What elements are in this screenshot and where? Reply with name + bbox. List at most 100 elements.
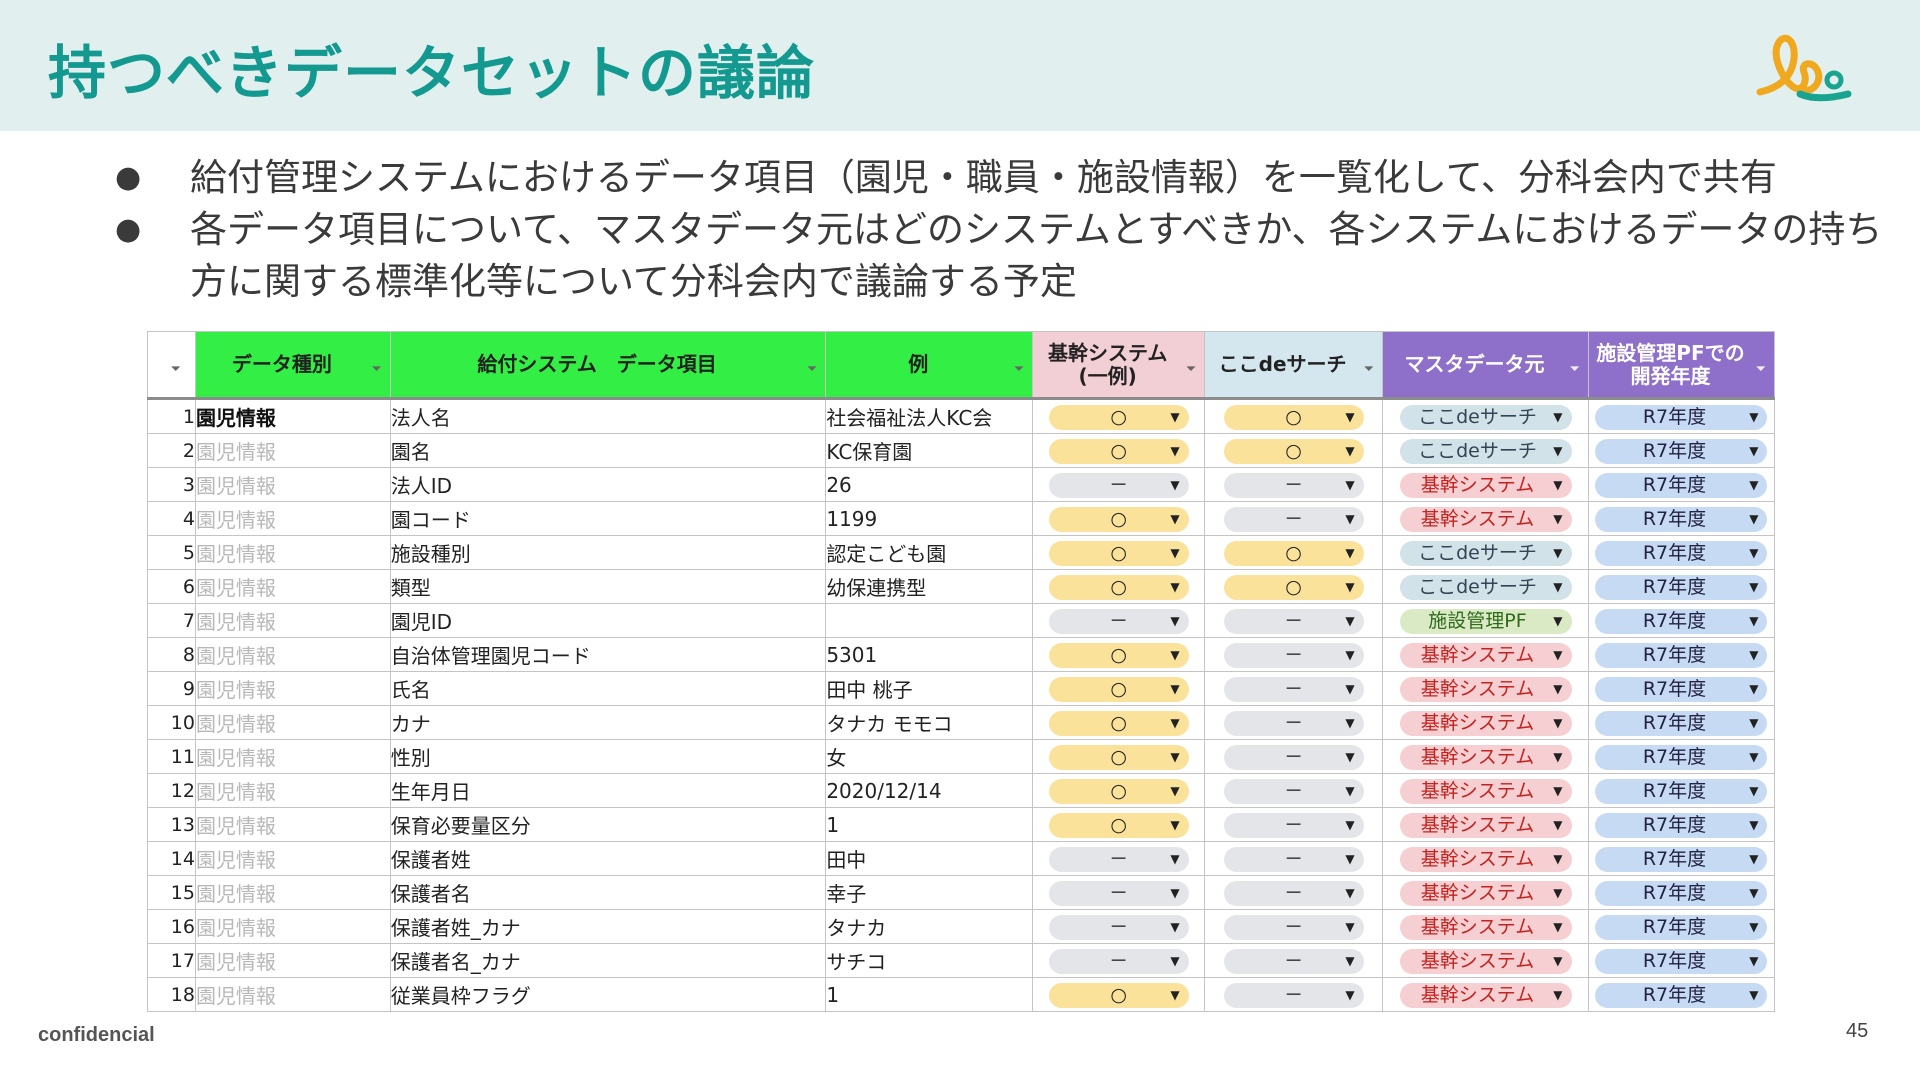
dropdown-chip[interactable]: ○ ▼	[1048, 982, 1189, 1008]
cell-datatype[interactable]: 園児情報	[194, 977, 391, 1012]
cell-example[interactable]	[825, 603, 1034, 638]
cell-example[interactable]: タナカ	[825, 909, 1034, 944]
cell-example[interactable]: KC保育園	[825, 433, 1034, 468]
cell-item[interactable]: 生年月日	[389, 773, 827, 808]
filter-icon[interactable]: ⏷	[806, 362, 818, 377]
cell-datatype[interactable]: 園児情報	[194, 501, 391, 536]
dropdown-chip[interactable]: － ▼	[1223, 914, 1364, 940]
dropdown-chip[interactable]: ○ ▼	[1048, 574, 1189, 600]
dropdown-chip[interactable]: R7年度 ▼	[1595, 914, 1768, 940]
dropdown-chip[interactable]: ここdeサーチ ▼	[1399, 540, 1572, 566]
cell-datatype[interactable]: 園児情報	[194, 841, 391, 876]
cell-datatype[interactable]: 園児情報	[194, 773, 391, 808]
cell-datatype[interactable]: 園児情報	[194, 875, 391, 910]
cell-item[interactable]: 園コード	[389, 501, 827, 536]
dropdown-chip[interactable]: 基幹システム ▼	[1399, 676, 1572, 702]
dropdown-chip[interactable]: ○ ▼	[1048, 506, 1189, 532]
cell-datatype[interactable]: 園児情報	[194, 671, 391, 706]
cell-item[interactable]: 保護者名_カナ	[389, 943, 827, 978]
cell-example[interactable]: 26	[825, 467, 1034, 502]
cell-example[interactable]: タナカ モモコ	[825, 705, 1034, 740]
dropdown-chip[interactable]: 基幹システム ▼	[1399, 472, 1572, 498]
cell-item[interactable]: 保護者姓	[389, 841, 827, 876]
dropdown-chip[interactable]: ○ ▼	[1048, 812, 1189, 838]
dropdown-chip[interactable]: － ▼	[1048, 472, 1189, 498]
dropdown-chip[interactable]: R7年度 ▼	[1595, 574, 1768, 600]
dropdown-chip[interactable]: 施設管理PF ▼	[1399, 608, 1572, 634]
cell-example[interactable]: 女	[825, 739, 1034, 774]
dropdown-chip[interactable]: － ▼	[1223, 778, 1364, 804]
cell-datatype[interactable]: 園児情報	[194, 535, 391, 570]
cell-item[interactable]: 園児ID	[389, 603, 827, 638]
dropdown-chip[interactable]: R7年度 ▼	[1595, 642, 1768, 668]
cell-example[interactable]: 田中	[825, 841, 1034, 876]
cell-item[interactable]: 氏名	[389, 671, 827, 706]
dropdown-chip[interactable]: － ▼	[1048, 914, 1189, 940]
filter-icon[interactable]: ⏷	[1363, 362, 1375, 377]
dropdown-chip[interactable]: － ▼	[1223, 982, 1364, 1008]
dropdown-chip[interactable]: R7年度 ▼	[1595, 846, 1768, 872]
dropdown-chip[interactable]: ○ ▼	[1223, 574, 1364, 600]
dropdown-chip[interactable]: R7年度 ▼	[1595, 472, 1768, 498]
cell-datatype[interactable]: 園児情報	[194, 637, 391, 672]
dropdown-chip[interactable]: 基幹システム ▼	[1399, 778, 1572, 804]
dropdown-chip[interactable]: － ▼	[1223, 676, 1364, 702]
dropdown-chip[interactable]: R7年度 ▼	[1595, 506, 1768, 532]
dropdown-chip[interactable]: R7年度 ▼	[1595, 744, 1768, 770]
cell-example[interactable]: 幸子	[825, 875, 1034, 910]
dropdown-chip[interactable]: － ▼	[1223, 608, 1364, 634]
dropdown-chip[interactable]: － ▼	[1048, 846, 1189, 872]
cell-example[interactable]: 2020/12/14	[825, 773, 1034, 808]
dropdown-chip[interactable]: ○ ▼	[1048, 642, 1189, 668]
dropdown-chip[interactable]: － ▼	[1048, 608, 1189, 634]
dropdown-chip[interactable]: R7年度 ▼	[1595, 540, 1768, 566]
cell-item[interactable]: 保育必要量区分	[389, 807, 827, 842]
cell-item[interactable]: 園名	[389, 433, 827, 468]
dropdown-chip[interactable]: ○ ▼	[1048, 676, 1189, 702]
filter-icon[interactable]: ⏷	[1755, 362, 1766, 377]
cell-item[interactable]: 法人ID	[389, 467, 827, 502]
dropdown-chip[interactable]: R7年度 ▼	[1595, 778, 1768, 804]
filter-icon[interactable]: ⏷	[371, 362, 382, 377]
cell-datatype[interactable]: 園児情報	[194, 807, 391, 842]
cell-item[interactable]: 従業員枠フラグ	[389, 977, 827, 1012]
cell-datatype[interactable]: 園児情報	[194, 943, 391, 978]
dropdown-chip[interactable]: － ▼	[1223, 948, 1364, 974]
dropdown-chip[interactable]: 基幹システム ▼	[1399, 914, 1572, 940]
cell-item[interactable]: 施設種別	[389, 535, 827, 570]
dropdown-chip[interactable]: － ▼	[1048, 948, 1189, 974]
cell-example[interactable]: 1	[825, 977, 1034, 1012]
cell-example[interactable]: 1199	[825, 501, 1034, 536]
cell-datatype[interactable]: 園児情報	[194, 433, 391, 468]
dropdown-chip[interactable]: 基幹システム ▼	[1399, 948, 1572, 974]
dropdown-chip[interactable]: － ▼	[1223, 880, 1364, 906]
cell-item[interactable]: 保護者名	[389, 875, 827, 910]
cell-item[interactable]: カナ	[389, 705, 827, 740]
dropdown-chip[interactable]: 基幹システム ▼	[1399, 744, 1572, 770]
dropdown-chip[interactable]: ○ ▼	[1048, 744, 1189, 770]
dropdown-chip[interactable]: ○ ▼	[1048, 778, 1189, 804]
dropdown-chip[interactable]: ○ ▼	[1048, 540, 1189, 566]
cell-example[interactable]: 5301	[825, 637, 1034, 672]
dropdown-chip[interactable]: ○ ▼	[1223, 404, 1364, 430]
dropdown-chip[interactable]: 基幹システム ▼	[1399, 812, 1572, 838]
cell-item[interactable]: 類型	[389, 569, 827, 604]
dropdown-chip[interactable]: R7年度 ▼	[1595, 948, 1768, 974]
cell-datatype[interactable]: 園児情報	[194, 603, 391, 638]
cell-item[interactable]: 法人名	[389, 398, 827, 434]
dropdown-chip[interactable]: － ▼	[1048, 880, 1189, 906]
cell-datatype[interactable]: 園児情報	[194, 467, 391, 502]
cell-example[interactable]: 田中 桃子	[825, 671, 1034, 706]
dropdown-chip[interactable]: － ▼	[1223, 642, 1364, 668]
dropdown-chip[interactable]: － ▼	[1223, 710, 1364, 736]
dropdown-chip[interactable]: ○ ▼	[1223, 540, 1364, 566]
dropdown-chip[interactable]: － ▼	[1223, 744, 1364, 770]
dropdown-chip[interactable]: 基幹システム ▼	[1399, 846, 1572, 872]
dropdown-chip[interactable]: 基幹システム ▼	[1399, 506, 1572, 532]
cell-example[interactable]: 認定こども園	[825, 535, 1034, 570]
cell-item[interactable]: 自治体管理園児コード	[389, 637, 827, 672]
dropdown-chip[interactable]: ここdeサーチ ▼	[1399, 574, 1572, 600]
cell-example[interactable]: 幼保連携型	[825, 569, 1034, 604]
dropdown-chip[interactable]: － ▼	[1223, 846, 1364, 872]
dropdown-chip[interactable]: R7年度 ▼	[1595, 608, 1768, 634]
